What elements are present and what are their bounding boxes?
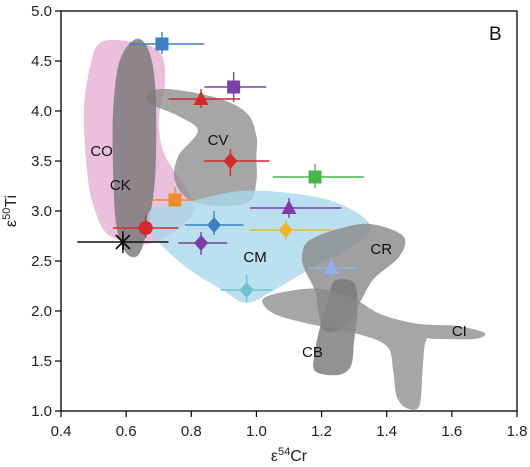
data-point — [220, 275, 273, 302]
y-axis-label-sup: 50 — [1, 208, 13, 220]
marker-diamond — [223, 153, 238, 169]
y-tick-label: 5.0 — [31, 3, 52, 20]
data-point — [152, 187, 195, 207]
marker-asterisk — [115, 234, 131, 250]
x-axis-label-base: ε — [271, 448, 278, 465]
ticks-layer: 0.4 0.6 0.8 1.0 1.2 1.4 1.6 1.8 1.0 1.5 2.0 2.5 3.0 3… — [31, 3, 527, 440]
data-point — [249, 198, 342, 218]
y-tick-label: 4.5 — [31, 53, 52, 70]
region-cm — [147, 190, 371, 303]
y-axis-label-base: ε — [3, 220, 20, 227]
x-axis-label-rest: Cr — [290, 448, 308, 465]
region-labels-layer: CO CV CK CM CR CB CI — [90, 132, 467, 361]
marker-diamond — [207, 217, 222, 233]
region-ci — [262, 288, 486, 410]
marker-circle — [138, 221, 153, 235]
data-point — [184, 211, 244, 235]
region-label-cr: CR — [370, 241, 392, 258]
regions-layer — [83, 38, 486, 410]
data-point — [249, 220, 332, 240]
x-tick-label: 1.6 — [441, 423, 462, 440]
data-point — [129, 32, 205, 54]
data-point — [204, 72, 267, 102]
y-axis-label-rest: Ti — [3, 195, 20, 208]
y-tick-label: 3.5 — [31, 153, 52, 170]
data-point — [113, 215, 179, 238]
data-point — [204, 149, 270, 176]
region-cv — [145, 88, 258, 206]
x-tick-label: 0.6 — [116, 423, 137, 440]
x-tick-label: 0.4 — [51, 423, 72, 440]
region-label-ci: CI — [452, 323, 467, 340]
data-point — [308, 258, 358, 278]
marker-triangle — [193, 91, 209, 105]
y-tick-label: 2.0 — [31, 303, 52, 320]
x-tick-label: 1.4 — [376, 423, 397, 440]
y-tick-label: 1.0 — [31, 403, 52, 420]
points-layer — [77, 32, 364, 302]
marker-diamond — [194, 235, 209, 251]
marker-diamond — [239, 282, 254, 298]
marker-square — [155, 37, 169, 51]
region-label-cm: CM — [243, 249, 266, 266]
marker-square — [168, 193, 182, 207]
data-point — [77, 231, 169, 253]
data-point — [168, 89, 241, 108]
y-tick-label: 2.5 — [31, 253, 52, 270]
region-ck — [112, 38, 157, 258]
x-tick-label: 1.0 — [246, 423, 267, 440]
region-label-cv: CV — [208, 132, 229, 149]
data-point — [272, 164, 364, 188]
x-tick-label: 1.8 — [507, 423, 528, 440]
marker-diamond — [278, 222, 293, 238]
region-label-ck: CK — [110, 177, 131, 194]
data-point — [178, 232, 228, 255]
marker-triangle — [281, 200, 297, 214]
x-tick-label: 0.8 — [181, 423, 202, 440]
y-axis-label: ε50Ti — [1, 195, 20, 227]
panel-label: B — [489, 24, 502, 45]
region-label-co: CO — [90, 143, 113, 160]
y-tick-label: 4.0 — [31, 103, 52, 120]
y-tick-label: 3.0 — [31, 203, 52, 220]
region-label-cb: CB — [302, 344, 323, 361]
x-axis-label-sup: 54 — [278, 446, 290, 458]
marker-triangle — [323, 260, 339, 274]
y-tick-label: 1.5 — [31, 353, 52, 370]
marker-square — [308, 170, 322, 184]
x-tick-label: 1.2 — [311, 423, 332, 440]
marker-square — [227, 80, 241, 94]
x-axis-label: ε54Cr — [271, 446, 308, 465]
